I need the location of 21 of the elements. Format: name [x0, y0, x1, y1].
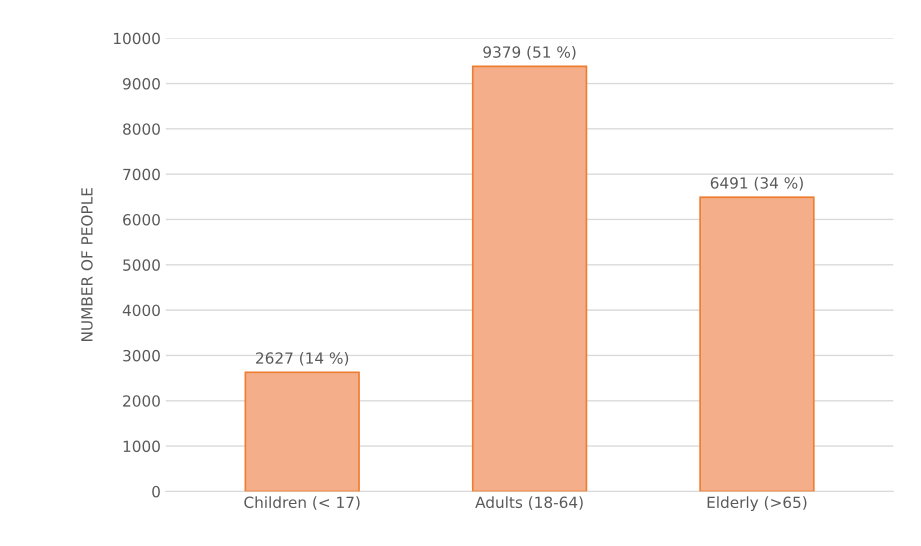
- y-tick-label: 9000: [123, 78, 160, 90]
- bar: [699, 196, 815, 492]
- y-tick-label: 10000: [114, 32, 160, 44]
- y-tick-label: 6000: [123, 214, 160, 226]
- y-tick-label: 4000: [122, 304, 160, 316]
- x-tick-label: Adults (18-64): [475, 496, 583, 510]
- x-tick-label: Children (< 17): [244, 496, 360, 510]
- bar: [472, 66, 588, 492]
- y-tick-label: 8000: [123, 123, 160, 135]
- y-tick-label: 0: [152, 486, 160, 498]
- x-tick-label: Elderly (>65): [708, 496, 806, 512]
- data-label: 6491 (34 %): [710, 176, 803, 191]
- bar: [244, 372, 360, 492]
- data-label: 2627 (14 %): [256, 352, 348, 366]
- y-tick-label: 3000: [123, 350, 160, 362]
- y-axis-title: NUMBER OF PEOPLE: [81, 188, 93, 341]
- y-tick-label: 5000: [123, 259, 160, 271]
- data-label: 9379 (51 %): [483, 46, 576, 60]
- y-tick-label: 7000: [123, 168, 160, 180]
- y-tick-label: 1000: [124, 440, 160, 452]
- y-tick-label: 2000: [123, 395, 160, 407]
